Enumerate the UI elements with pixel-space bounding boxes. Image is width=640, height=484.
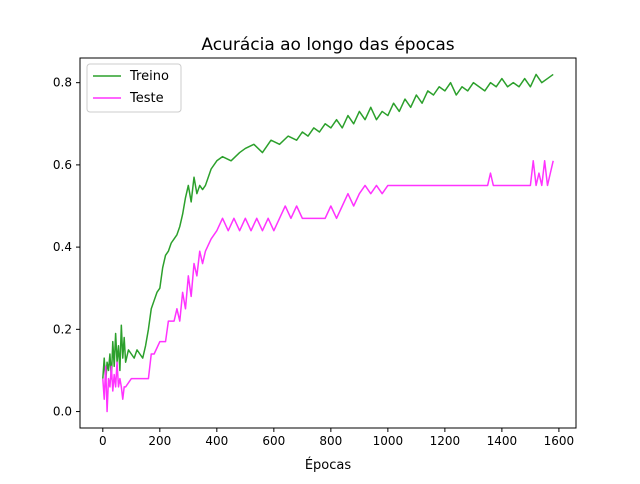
x-axis-label: Épocas [305, 457, 352, 473]
y-tick-label: 0.6 [53, 158, 72, 172]
x-tick-label: 400 [205, 434, 228, 448]
x-tick-label: 600 [262, 434, 285, 448]
series-line-teste [102, 160, 554, 413]
x-tick-label: 1200 [430, 434, 461, 448]
y-tick-label: 0.2 [53, 322, 72, 336]
y-tick-label: 0.0 [53, 405, 72, 419]
x-tick-label: 0 [99, 434, 107, 448]
x-tick-label: 800 [319, 434, 342, 448]
legend-label-teste: Teste [129, 91, 164, 106]
x-tick-label: 1000 [373, 434, 404, 448]
plot-area [102, 73, 554, 413]
axes-frame [79, 57, 577, 429]
legend: Treino Teste [86, 63, 182, 113]
y-axis-ticks: 0.0 0.2 0.4 0.6 0.8 [53, 76, 80, 419]
series-line-treino [102, 73, 554, 384]
legend-label-treino: Treino [129, 69, 169, 84]
y-tick-label: 0.8 [53, 76, 72, 90]
x-tick-label: 1600 [544, 434, 575, 448]
x-axis-ticks: 0 200 400 600 800 1000 1200 1400 1600 [99, 428, 574, 448]
x-tick-label: 1400 [487, 434, 518, 448]
y-tick-label: 0.4 [53, 240, 72, 254]
x-tick-label: 200 [148, 434, 171, 448]
chart-title: Acurácia ao longo das épocas [201, 35, 454, 55]
